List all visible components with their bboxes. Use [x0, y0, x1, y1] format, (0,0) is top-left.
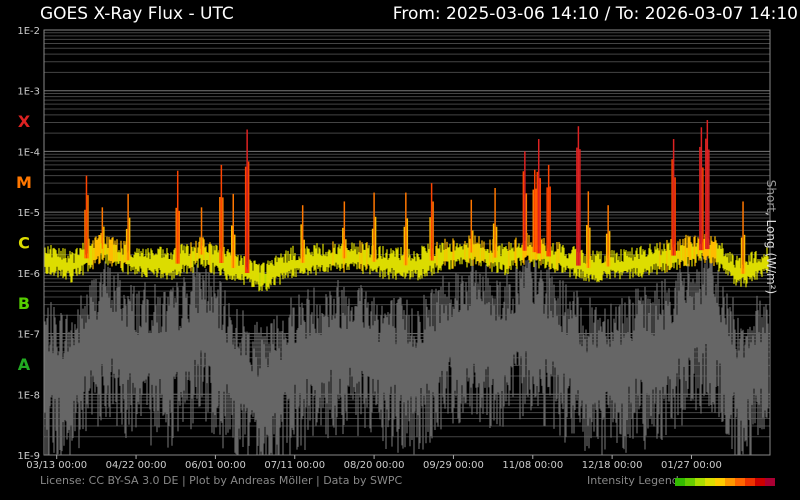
flare-class-m: M [16, 173, 32, 192]
y-axis-label: Short, Long (W/m²) [764, 180, 778, 294]
legend-swatch [685, 478, 695, 486]
y-tick-label: 1E-3 [17, 87, 40, 98]
x-tick-label: 06/01 00:00 [185, 460, 246, 471]
flare-class-b: B [18, 294, 30, 313]
x-tick-label: 07/11 00:00 [264, 460, 325, 471]
y-tick-label: 1E-7 [17, 330, 40, 341]
y-tick-label: 1E-8 [17, 390, 40, 401]
intensity-legend-label: Intensity Legend [587, 474, 679, 487]
y-tick-label: 1E-6 [17, 269, 40, 280]
y-axis-label-long: , Long (W/m²) [763, 211, 778, 295]
x-tick-label: 12/18 00:00 [582, 460, 643, 471]
y-tick-label: 1E-4 [17, 147, 40, 158]
x-tick-label: 11/08 00:00 [502, 460, 563, 471]
legend-swatch [725, 478, 735, 486]
data-series [44, 119, 769, 455]
intensity-legend [675, 478, 775, 486]
legend-swatch [735, 478, 745, 486]
flare-class-c: C [18, 234, 30, 253]
axis-ticks: 1E-9 1E-8 1E-7 1E-6 1E-5 1E-4 1E-3 1E-2 03/13 00… [17, 26, 722, 471]
flare-class-a: A [18, 355, 31, 374]
x-tick-label: 01/27 00:00 [661, 460, 722, 471]
flare-class-x: X [18, 112, 31, 131]
x-tick-label: 09/29 00:00 [423, 460, 484, 471]
legend-swatch [695, 478, 705, 486]
legend-swatch [675, 478, 685, 486]
legend-swatch [765, 478, 775, 486]
flare-class-labels: A B C M X [16, 112, 32, 374]
chart-title: GOES X-Ray Flux - UTC [40, 4, 234, 24]
legend-swatch [755, 478, 765, 486]
legend-swatch [745, 478, 755, 486]
x-tick-label: 08/20 00:00 [344, 460, 405, 471]
x-tick-label: 04/22 00:00 [106, 460, 167, 471]
y-tick-label: 1E-2 [17, 26, 40, 37]
y-tick-label: 1E-9 [17, 451, 40, 462]
x-tick-label: 03/13 00:00 [26, 460, 87, 471]
y-axis-label-short: Short [763, 179, 778, 212]
credits: License: CC BY-SA 3.0 DE | Plot by Andre… [40, 474, 403, 487]
legend-swatch [715, 478, 725, 486]
y-tick-label: 1E-5 [17, 208, 40, 219]
date-range: From: 2025-03-06 14:10 / To: 2026-03-07 … [392, 4, 798, 24]
plot-frame [43, 29, 771, 456]
legend-swatch [705, 478, 715, 486]
